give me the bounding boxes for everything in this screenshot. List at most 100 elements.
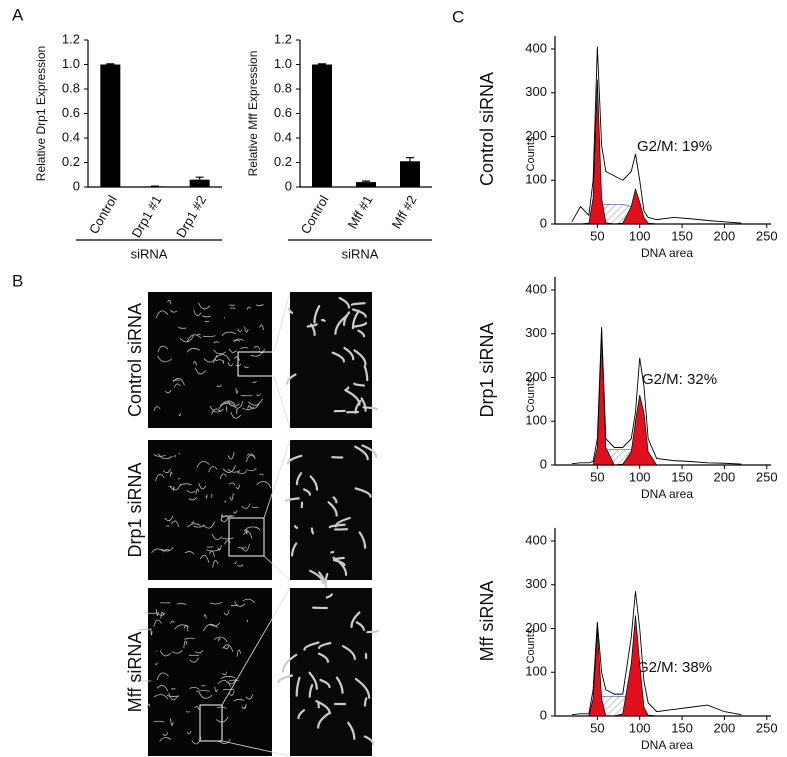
- mito: [186, 347, 200, 353]
- mito: [241, 544, 250, 552]
- annotation: G2/M: 19%: [637, 138, 712, 155]
- mito: [334, 516, 351, 528]
- mito: [203, 354, 218, 363]
- mito: [183, 640, 188, 649]
- mito: [215, 716, 229, 723]
- mito: [179, 334, 195, 343]
- mito: [170, 309, 178, 313]
- mito: [357, 329, 366, 338]
- mito: [178, 413, 182, 417]
- mito: [218, 403, 233, 410]
- mito: [250, 353, 262, 357]
- mito: [185, 711, 191, 713]
- mito: [217, 680, 232, 688]
- zoom-micrograph: [290, 588, 372, 756]
- y-tick-label: 0.6: [274, 105, 292, 120]
- mito: [228, 348, 237, 353]
- mito: [153, 619, 162, 627]
- mito: [363, 697, 368, 707]
- mito: [350, 611, 361, 628]
- mito: [208, 622, 221, 627]
- mito: [208, 466, 218, 473]
- mito: [318, 641, 332, 649]
- mito: [347, 721, 356, 740]
- mito: [211, 408, 221, 415]
- mito: [233, 338, 244, 343]
- mito: [137, 629, 151, 631]
- y-tick-label: 1.2: [62, 31, 80, 46]
- mito: [240, 347, 249, 350]
- mito: [172, 377, 185, 386]
- mito: [198, 483, 207, 490]
- mito: [334, 314, 348, 335]
- mito: [309, 323, 316, 336]
- mito: [214, 636, 228, 643]
- mito: [162, 732, 169, 736]
- mito: [159, 650, 171, 657]
- mito: [189, 686, 200, 690]
- mito: [157, 345, 169, 353]
- mito: [156, 685, 169, 692]
- row-label: Drp1 siRNA: [477, 322, 497, 417]
- mito: [222, 671, 228, 676]
- zoom-line: [221, 587, 291, 706]
- mito: [227, 451, 235, 460]
- y-tick-label: 0: [540, 215, 547, 230]
- mito: [325, 593, 333, 599]
- mito: [193, 309, 202, 317]
- x-tick-label: 100: [629, 720, 651, 735]
- zoom-box: [237, 351, 275, 377]
- mito: [219, 401, 234, 406]
- mito: [188, 497, 197, 501]
- error-bar: [106, 63, 115, 65]
- mito: [233, 339, 241, 342]
- mito: [328, 523, 346, 529]
- mito: [199, 554, 210, 563]
- mito: [186, 730, 192, 735]
- row-label: Mff siRNA: [477, 581, 497, 662]
- peak-fit: [571, 187, 742, 225]
- mito: [167, 299, 172, 305]
- mito: [206, 548, 221, 552]
- peak-fit: [571, 394, 742, 466]
- mito: [246, 468, 257, 472]
- mito: [229, 304, 236, 306]
- mito: [244, 529, 247, 534]
- mito: [331, 351, 345, 363]
- mito: [163, 468, 172, 474]
- mito: [215, 354, 231, 361]
- x-tick-label: 250: [756, 720, 778, 735]
- x-tick-label: 200: [714, 228, 736, 243]
- x-tick-label: 150: [671, 720, 693, 735]
- y-tick-label: 0: [285, 178, 292, 193]
- mito: [214, 686, 218, 693]
- x-tick-label: 150: [671, 469, 693, 484]
- mito: [281, 653, 298, 673]
- mito: [243, 530, 253, 539]
- mito: [352, 308, 367, 318]
- mito: [228, 679, 239, 682]
- error-bar: [318, 63, 326, 65]
- y-axis-label: Counts: [525, 136, 537, 171]
- mito: [156, 672, 169, 680]
- mito: [244, 365, 249, 369]
- mito: [332, 556, 348, 576]
- mito: [227, 468, 241, 473]
- mito: [241, 703, 247, 710]
- mito: [237, 470, 247, 475]
- y-axis-label: Relative Mff Expression: [246, 51, 260, 177]
- x-axis-label: DNA area: [641, 246, 693, 260]
- error-bar: [406, 157, 414, 162]
- y-tick-label: 1.0: [62, 56, 80, 71]
- mito: [277, 674, 294, 684]
- mito: [306, 323, 318, 328]
- mito: [224, 514, 233, 517]
- mito: [313, 305, 321, 324]
- mito: [215, 359, 224, 363]
- x-tick-label: 200: [714, 720, 736, 735]
- y-tick-label: 300: [525, 84, 547, 99]
- mito: [256, 394, 262, 396]
- mito: [211, 533, 223, 540]
- mito: [155, 310, 169, 319]
- mito: [255, 303, 264, 307]
